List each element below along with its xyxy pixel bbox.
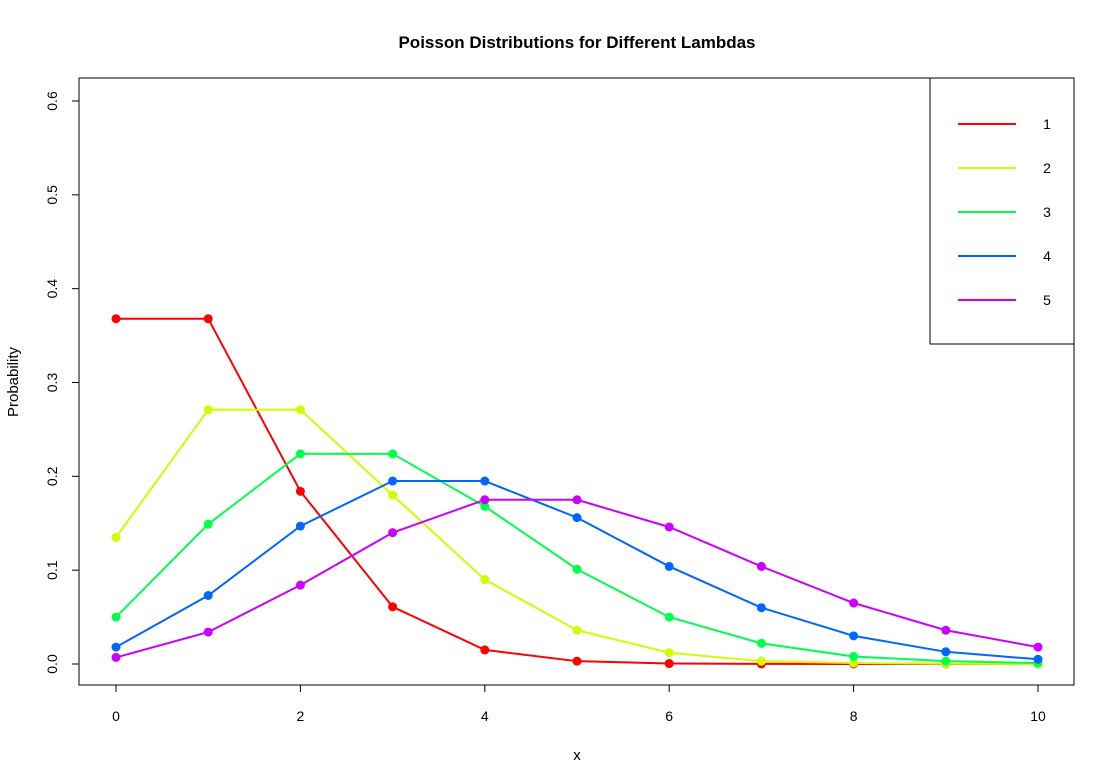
data-point [941,656,951,666]
legend: 1 2 3 4 5 [929,77,1075,345]
data-point [388,476,398,486]
data-point [572,625,582,635]
data-point [295,580,305,590]
data-point [111,532,121,542]
plot-area [78,77,1075,686]
legend-item: 4 [958,248,1051,264]
legend-label: 5 [1043,292,1051,308]
legend-label: 3 [1043,204,1051,220]
data-point [388,528,398,538]
data-point [480,495,490,505]
x-axis-label: x [573,747,581,764]
data-point [572,513,582,523]
data-point [941,647,951,657]
y-tick-label: 0.0 [44,654,60,674]
data-point [388,490,398,500]
data-point [849,658,859,668]
data-point [664,522,674,532]
data-point [664,612,674,622]
legend-label: 4 [1043,248,1051,264]
data-point [480,476,490,486]
series-2 [111,405,1043,669]
data-point [111,642,121,652]
x-tick-label: 6 [665,708,673,724]
y-tick-label: 0.3 [44,373,60,393]
data-point [572,495,582,505]
y-tick-label: 0.6 [44,91,60,111]
y-axis: 0.0 0.1 0.2 0.3 0.4 0.5 0.6 [44,91,80,674]
legend-label: 2 [1043,160,1051,176]
series-line [116,317,1038,665]
legend-item: 2 [958,160,1051,176]
y-tick-label: 0.4 [44,279,60,299]
data-point [756,561,766,571]
data-point [1033,642,1043,652]
data-point [1033,654,1043,664]
data-point [295,521,305,531]
data-point [111,652,121,662]
data-point [849,651,859,661]
legend-item: 1 [958,116,1051,132]
data-point [295,405,305,415]
data-point [849,631,859,641]
x-axis: 0 2 4 6 8 10 [112,684,1046,724]
data-point [572,656,582,666]
y-axis-label: Probability [5,346,22,417]
y-tick-label: 0.5 [44,185,60,205]
data-point [111,314,121,324]
data-point [203,591,213,601]
legend-label: 1 [1043,116,1051,132]
x-tick-label: 8 [850,708,858,724]
y-tick-label: 0.2 [44,466,60,486]
data-point [756,638,766,648]
data-point [388,449,398,459]
series-3 [111,449,1043,668]
data-point [295,486,305,496]
x-tick-label: 4 [481,708,489,724]
data-point [756,603,766,613]
data-point [849,598,859,608]
data-point [203,405,213,415]
data-point [756,656,766,666]
data-point [664,648,674,658]
series-layer [111,314,1043,669]
series-4 [111,476,1043,664]
data-point [203,314,213,324]
data-point [480,645,490,655]
data-point [203,519,213,529]
data-point [480,501,490,511]
data-point [480,575,490,585]
data-point [664,561,674,571]
data-point [664,659,674,669]
series-5 [111,495,1043,662]
y-tick-label: 0.1 [44,560,60,580]
data-point [203,627,213,637]
data-point [111,612,121,622]
data-point [941,625,951,635]
chart-title: Poisson Distributions for Different Lamb… [398,33,755,52]
x-tick-label: 2 [297,708,305,724]
x-tick-label: 0 [112,708,120,724]
x-tick-label: 10 [1030,708,1046,724]
data-point [295,449,305,459]
legend-item: 5 [958,292,1051,308]
data-point [572,564,582,574]
data-point [388,602,398,612]
legend-item: 3 [958,204,1051,220]
